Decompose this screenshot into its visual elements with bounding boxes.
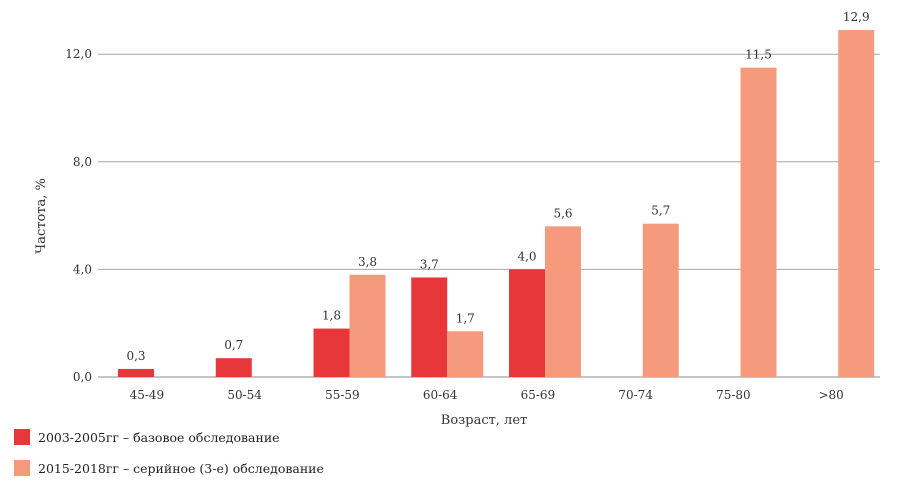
y-tick-label: 12,0: [65, 47, 92, 61]
data-label: 3,7: [420, 257, 439, 271]
data-label: 0,3: [126, 349, 145, 363]
legend-item-series-2: 2015-2018гг – серийное (3-е) обследовани…: [14, 459, 324, 477]
x-category-label: 70-74: [618, 388, 653, 402]
bar-50-54-series-1: [215, 358, 252, 377]
x-category-label: 75-80: [716, 388, 751, 402]
x-category-label: 65-69: [521, 388, 556, 402]
bar-45-49-series-1: [118, 368, 154, 377]
bar-65-69-series-1: [509, 269, 545, 377]
x-category-label: 50-54: [227, 388, 262, 402]
x-axis-title: Возраст, лет: [441, 413, 527, 428]
legend-swatch-series-2: [14, 460, 30, 476]
data-label: 5,6: [553, 206, 572, 220]
data-label: 3,8: [358, 255, 377, 269]
data-label: 4,0: [517, 249, 536, 263]
y-axis-title: Частота, %: [34, 178, 49, 254]
bar-65-69-series-2: [545, 226, 581, 377]
bar-60-64-series-1: [411, 277, 448, 377]
bar-75-80-series-2: [740, 67, 777, 378]
data-label: 1,7: [456, 311, 475, 325]
x-axis-categories: 45-49 50-54 55-59 60-64 65-69 70-74 75-80 >80: [130, 388, 844, 402]
data-labels: 0,3 0,7 1,8 3,8 3,7 1,7 4,0 5,6 5,7 11,5 12,9: [126, 10, 869, 363]
data-label: 0,7: [224, 338, 243, 352]
data-label: 11,5: [745, 48, 772, 62]
y-tick-label: 0,0: [73, 370, 92, 384]
legend-label-series-1: 2003-2005гг – базовое обследование: [38, 429, 280, 445]
bar-55-59-series-1: [313, 328, 350, 377]
legend-label-series-2: 2015-2018гг – серийное (3-е) обследовани…: [38, 460, 324, 476]
legend: 2003-2005гг – базовое обследование 2015-…: [14, 428, 324, 490]
bar-70-74-series-2: [642, 223, 679, 377]
bar->80-series-2: [838, 29, 875, 378]
bar-60-64-series-2: [447, 331, 484, 377]
x-category-label: >80: [818, 388, 843, 402]
x-category-label: 45-49: [130, 388, 165, 402]
data-label: 12,9: [843, 10, 870, 24]
x-category-label: 60-64: [423, 388, 458, 402]
legend-swatch-series-1: [14, 429, 30, 445]
x-category-label: 55-59: [325, 388, 360, 402]
bar-55-59-series-2: [349, 274, 386, 377]
data-label: 5,7: [651, 204, 670, 218]
y-axis-ticks: 0,0 4,0 8,0 12,0: [65, 47, 92, 384]
y-tick-label: 8,0: [73, 155, 92, 169]
y-tick-label: 4,0: [73, 262, 92, 276]
bars: [118, 29, 875, 378]
data-label: 1,8: [322, 309, 341, 323]
legend-item-series-1: 2003-2005гг – базовое обследование: [14, 428, 324, 446]
